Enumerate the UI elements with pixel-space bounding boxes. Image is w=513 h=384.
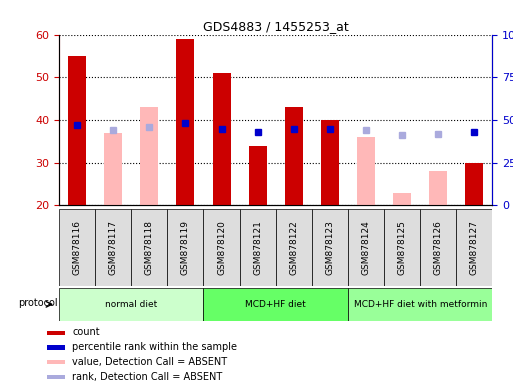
Bar — [68, 56, 86, 205]
Bar — [204, 288, 348, 321]
Bar — [285, 107, 303, 205]
Bar — [348, 209, 384, 286]
Text: protocol: protocol — [17, 298, 57, 308]
Bar — [131, 209, 167, 286]
Text: GSM878120: GSM878120 — [217, 220, 226, 275]
Bar — [420, 209, 457, 286]
Bar — [47, 346, 66, 349]
Bar — [348, 288, 492, 321]
Text: value, Detection Call = ABSENT: value, Detection Call = ABSENT — [72, 357, 227, 367]
Bar — [457, 209, 492, 286]
Text: GSM878127: GSM878127 — [470, 220, 479, 275]
Text: count: count — [72, 327, 100, 337]
Text: GSM878119: GSM878119 — [181, 220, 190, 275]
Bar — [104, 133, 122, 205]
Text: normal diet: normal diet — [105, 300, 157, 309]
Text: GSM878116: GSM878116 — [72, 220, 82, 275]
Bar — [429, 171, 447, 205]
Bar — [212, 73, 230, 205]
Text: MCD+HF diet with metformin: MCD+HF diet with metformin — [353, 300, 487, 309]
Text: GSM878122: GSM878122 — [289, 220, 298, 275]
Text: GSM878126: GSM878126 — [434, 220, 443, 275]
Bar — [167, 209, 204, 286]
Bar — [275, 209, 312, 286]
Bar — [321, 120, 339, 205]
Bar — [249, 146, 267, 205]
Bar — [384, 209, 420, 286]
Bar — [47, 360, 66, 364]
Text: rank, Detection Call = ABSENT: rank, Detection Call = ABSENT — [72, 372, 223, 382]
Text: GSM878124: GSM878124 — [362, 220, 370, 275]
Title: GDS4883 / 1455253_at: GDS4883 / 1455253_at — [203, 20, 349, 33]
Bar — [95, 209, 131, 286]
Bar — [47, 375, 66, 379]
Text: MCD+HF diet: MCD+HF diet — [245, 300, 306, 309]
Text: GSM878117: GSM878117 — [109, 220, 117, 275]
Text: GSM878118: GSM878118 — [145, 220, 154, 275]
Bar — [465, 163, 483, 205]
Bar — [393, 193, 411, 205]
Bar — [140, 107, 159, 205]
Text: GSM878121: GSM878121 — [253, 220, 262, 275]
Bar — [204, 209, 240, 286]
Text: percentile rank within the sample: percentile rank within the sample — [72, 342, 238, 352]
Bar — [240, 209, 275, 286]
Text: GSM878123: GSM878123 — [325, 220, 334, 275]
Bar — [47, 331, 66, 335]
Bar — [357, 137, 375, 205]
Bar — [312, 209, 348, 286]
Bar — [59, 288, 204, 321]
Bar — [176, 39, 194, 205]
Text: GSM878125: GSM878125 — [398, 220, 407, 275]
Bar — [59, 209, 95, 286]
